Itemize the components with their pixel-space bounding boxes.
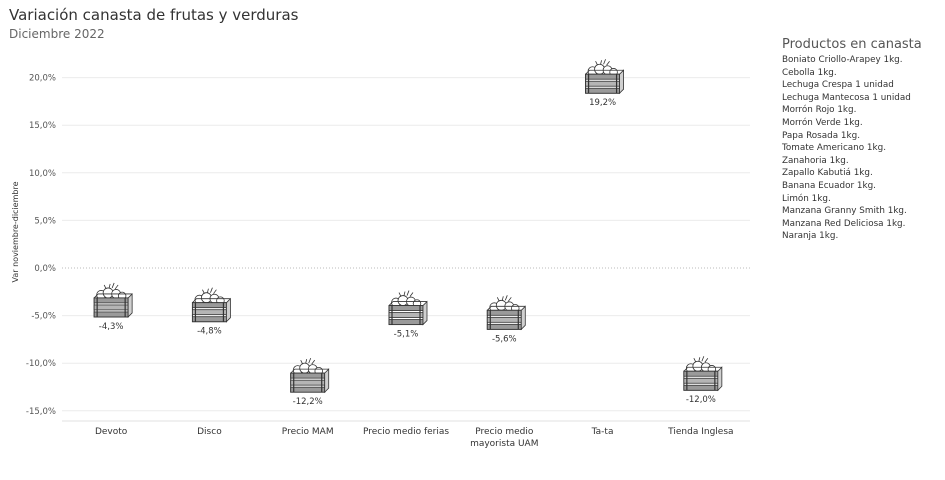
- y-tick-label: 20,0%: [29, 74, 56, 84]
- x-category-label: Disco: [197, 427, 222, 437]
- y-tick-label: -10,0%: [26, 359, 56, 369]
- legend-item: Cebolla 1kg.: [782, 67, 837, 78]
- data-point-crate-icon: [93, 282, 133, 318]
- legend-item: Morrón Rojo 1kg.: [782, 105, 857, 116]
- data-label: 19,2%: [589, 98, 616, 108]
- data-label: -4,8%: [197, 327, 222, 337]
- y-axis-label: Var noviembre-diciembre: [11, 181, 20, 282]
- legend-item: Manzana Granny Smith 1kg.: [782, 206, 907, 217]
- legend-item: Papa Rosada 1kg.: [782, 130, 860, 141]
- legend-title: Productos en canasta: [782, 37, 922, 52]
- data-point-crate-icon: [584, 58, 625, 94]
- data-point-crate-icon: [683, 355, 723, 391]
- legend-item: Lechuga Mantecosa 1 unidad: [782, 92, 911, 103]
- legend-item: Banana Ecuador 1kg.: [782, 180, 876, 191]
- y-tick-label: 0,0%: [34, 264, 56, 274]
- x-category-label: Precio MAM: [282, 427, 334, 437]
- data-label: -5,1%: [394, 330, 419, 340]
- y-tick-label: 15,0%: [29, 121, 56, 131]
- legend-item: Naranja 1kg.: [782, 231, 839, 242]
- chart-subtitle: Diciembre 2022: [9, 27, 105, 41]
- legend-item: Manzana Red Deliciosa 1kg.: [782, 218, 906, 229]
- legend-item: Zapallo Kabutiá 1kg.: [782, 168, 873, 179]
- x-category-label: Ta-ta: [591, 427, 614, 437]
- data-point-crate-icon: [486, 294, 526, 330]
- legend: Productos en canasta Boniato Criollo-Ara…: [782, 37, 922, 243]
- data-label: -4,3%: [99, 322, 124, 332]
- legend-item: Zanahoria 1kg.: [782, 155, 849, 166]
- x-category-label: Tienda Inglesa: [667, 427, 733, 437]
- x-category-label: mayorista UAM: [470, 439, 538, 449]
- legend-list: Boniato Criollo-Arapey 1kg. Cebolla 1kg. L…: [782, 54, 922, 243]
- legend-item: Morrón Verde 1kg.: [782, 117, 863, 128]
- y-tick-label: -15,0%: [26, 407, 56, 417]
- legend-item: Limón 1kg.: [782, 193, 831, 204]
- x-category-label: Precio medio ferias: [363, 427, 449, 437]
- data-point-crate-icon: [191, 287, 232, 323]
- y-tick-label: 10,0%: [29, 169, 56, 179]
- legend-item: Tomate Americano 1kg.: [782, 143, 886, 154]
- y-tick-label: -5,0%: [31, 312, 56, 322]
- x-category-label: Devoto: [95, 427, 128, 437]
- data-label: -5,6%: [492, 334, 517, 344]
- chart-area: 20,0% 15,0% 10,0% 5,0% 0,0% -5,0% -10,0% -15,0%…: [11, 58, 750, 449]
- data-label: -12,2%: [293, 397, 323, 407]
- data-point-crate-icon: [388, 289, 428, 326]
- x-category-label: Precio medio: [475, 427, 534, 437]
- legend-item: Lechuga Crespa 1 unidad: [782, 80, 894, 91]
- legend-item: Boniato Criollo-Arapey 1kg.: [782, 55, 903, 65]
- data-label: -12,0%: [686, 395, 716, 405]
- y-tick-label: 5,0%: [34, 216, 56, 226]
- chart-title: Variación canasta de frutas y verduras: [9, 6, 299, 24]
